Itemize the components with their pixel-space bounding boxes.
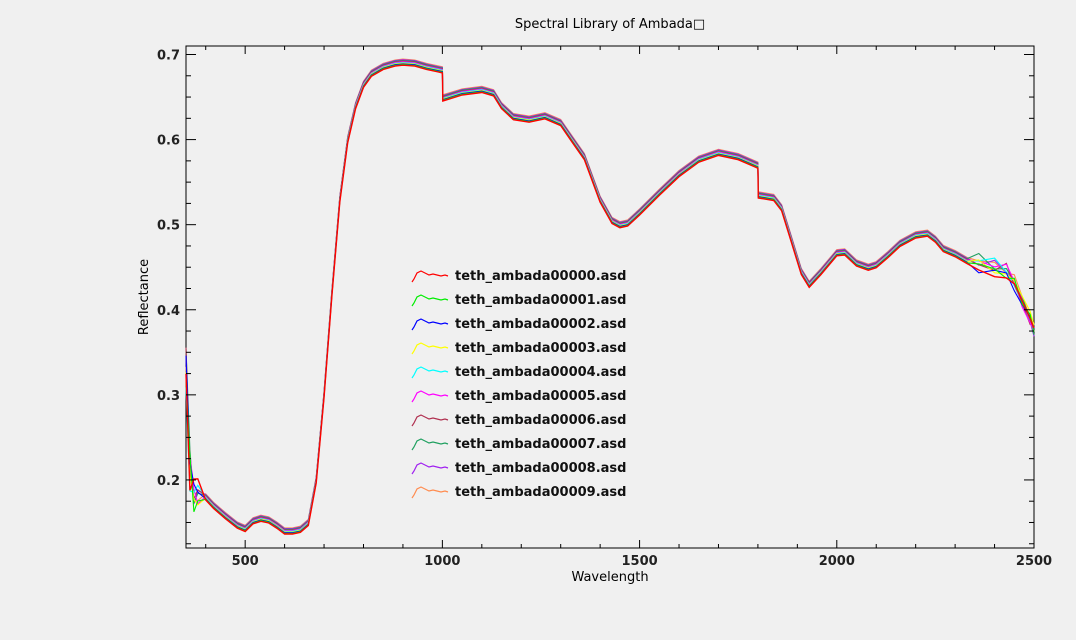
legend-label: teth_ambada00005.asd: [455, 389, 626, 404]
legend-swatch: [411, 270, 449, 283]
series-lines: [185, 58, 1035, 535]
legend-label: teth_ambada00003.asd: [455, 341, 626, 356]
legend: teth_ambada00000.asd teth_ambada00001.asd…: [411, 269, 626, 500]
legend-swatch: [411, 366, 449, 379]
y-tick-label: 0.6: [157, 134, 180, 149]
legend-swatch: [411, 462, 449, 475]
y-tick-label: 0.7: [157, 49, 180, 64]
legend-label: teth_ambada00002.asd: [455, 317, 626, 332]
y-axis-label: Reflectance: [137, 259, 152, 335]
x-axis-ticks: 500 1000 1500 2000 2500: [205, 46, 1052, 569]
legend-swatch: [411, 390, 449, 403]
legend-label: teth_ambada00009.asd: [455, 485, 626, 500]
legend-label: teth_ambada00007.asd: [455, 437, 626, 452]
plot-frame: [185, 45, 1035, 549]
x-tick-label: 500: [232, 554, 259, 569]
x-tick-label: 2500: [1016, 554, 1052, 569]
legend-swatch: [411, 486, 449, 499]
legend-label: teth_ambada00001.asd: [455, 293, 626, 308]
legend-swatch: [411, 414, 449, 427]
legend-swatch: [411, 342, 449, 355]
legend-label: teth_ambada00000.asd: [455, 269, 626, 284]
y-tick-label: 0.5: [157, 219, 180, 234]
x-tick-label: 2000: [819, 554, 855, 569]
y-tick-label: 0.2: [157, 474, 180, 489]
x-axis-label: Wavelength: [571, 570, 648, 585]
legend-swatch: [411, 318, 449, 331]
y-tick-label: 0.4: [157, 304, 180, 319]
x-tick-label: 1000: [424, 554, 460, 569]
legend-label: teth_ambada00004.asd: [455, 365, 626, 380]
legend-label: teth_ambada00006.asd: [455, 413, 626, 428]
legend-label: teth_ambada00008.asd: [455, 461, 626, 476]
y-axis-ticks: 0.2 0.3 0.4 0.5 0.6 0.7: [157, 49, 1034, 545]
series-line-0: [185, 64, 1035, 535]
chart-title: Spectral Library of Ambada□: [515, 17, 705, 32]
legend-swatch: [411, 294, 449, 307]
legend-swatch: [411, 438, 449, 451]
x-tick-label: 1500: [621, 554, 657, 569]
y-tick-label: 0.3: [157, 389, 180, 404]
